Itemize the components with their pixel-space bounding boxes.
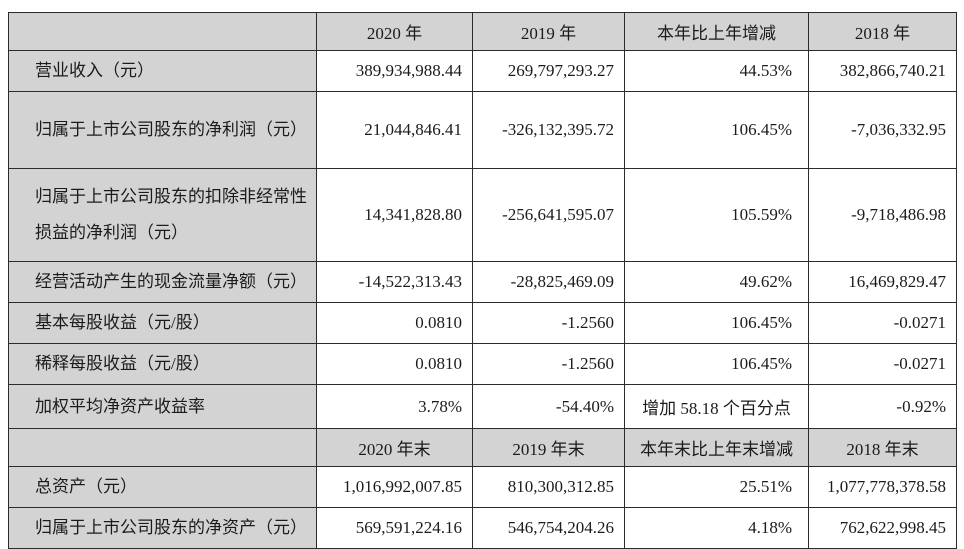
cell-change: 106.45% [624, 91, 809, 169]
cell-change: 106.45% [624, 343, 809, 385]
corner-cell [8, 428, 317, 467]
cell-change: 44.53% [624, 50, 809, 92]
row-label: 归属于上市公司股东的扣除非经常性损益的净利润（元） [8, 168, 317, 262]
table-row: 加权平均净资产收益率 3.78% -54.40% 增加 58.18 个百分点 -0.92… [8, 384, 957, 429]
cell-change: 增加 58.18 个百分点 [624, 384, 809, 429]
cell-2019: -326,132,395.72 [472, 91, 625, 169]
cell-change: 105.59% [624, 168, 809, 262]
col-header-2020: 2020 年末 [316, 428, 473, 467]
cell-2020: 0.0810 [316, 302, 473, 344]
key-financials-table-body: 2020 年 2019 年本年比上年增减 2018 年营业收入（元） 389,934,… [8, 12, 957, 549]
cell-2019: -256,641,595.07 [472, 168, 625, 262]
cell-2020: 0.0810 [316, 343, 473, 385]
table-row: 经营活动产生的现金流量净额（元） -14,522,313.43 -28,825,46… [8, 261, 957, 303]
table-row: 总资产（元） 1,016,992,007.85 810,300,312.85 25.5… [8, 466, 957, 508]
row-label: 经营活动产生的现金流量净额（元） [8, 261, 317, 303]
cell-2020: 389,934,988.44 [316, 50, 473, 92]
table-row: 归属于上市公司股东的净利润（元） 21,044,846.41 -326,132,39… [8, 91, 957, 169]
row-label: 归属于上市公司股东的净资产（元） [8, 507, 317, 549]
cell-2020: 14,341,828.80 [316, 168, 473, 262]
cell-change: 25.51% [624, 466, 809, 508]
cell-2020: 569,591,224.16 [316, 507, 473, 549]
row-label: 营业收入（元） [8, 50, 317, 92]
cell-2019: -1.2560 [472, 343, 625, 385]
cell-2018: -9,718,486.98 [808, 168, 957, 262]
cell-2019: -54.40% [472, 384, 625, 429]
cell-change: 49.62% [624, 261, 809, 303]
cell-2020: 3.78% [316, 384, 473, 429]
cell-2018: 762,622,998.45 [808, 507, 957, 549]
cell-2019: -1.2560 [472, 302, 625, 344]
cell-2020: 1,016,992,007.85 [316, 466, 473, 508]
cell-2018: -0.0271 [808, 302, 957, 344]
cell-2019: -28,825,469.09 [472, 261, 625, 303]
table-row: 稀释每股收益（元/股） 0.0810 -1.2560 106.45% -0.0271 [8, 343, 957, 385]
cell-2018: 382,866,740.21 [808, 50, 957, 92]
row-label: 总资产（元） [8, 466, 317, 508]
table-row: 营业收入（元） 389,934,988.44 269,797,293.27 44.53… [8, 50, 957, 92]
cell-2019: 810,300,312.85 [472, 466, 625, 508]
cell-2019: 269,797,293.27 [472, 50, 625, 92]
cell-2018: 1,077,778,378.58 [808, 466, 957, 508]
row-label: 归属于上市公司股东的净利润（元） [8, 91, 317, 169]
cell-change: 106.45% [624, 302, 809, 344]
cell-2020: 21,044,846.41 [316, 91, 473, 169]
table-row: 归属于上市公司股东的扣除非经常性损益的净利润（元） 14,341,828.80 -2… [8, 168, 957, 262]
col-header-2019: 2019 年 [472, 12, 625, 51]
col-header-2018: 2018 年末 [808, 428, 957, 467]
col-header-2019: 2019 年末 [472, 428, 625, 467]
table-header-row: 2020 年 2019 年本年比上年增减 2018 年 [8, 12, 957, 51]
col-header-2018: 2018 年 [808, 12, 957, 51]
col-header-2020: 2020 年 [316, 12, 473, 51]
cell-2018: 16,469,829.47 [808, 261, 957, 303]
cell-change: 4.18% [624, 507, 809, 549]
table-header-row: 2020 年末 2019 年末 本年末比上年末增减 2018 年末 [8, 428, 957, 467]
row-label: 基本每股收益（元/股） [8, 302, 317, 344]
row-label: 加权平均净资产收益率 [8, 384, 317, 429]
table-row: 归属于上市公司股东的净资产（元） 569,591,224.16 546,754,20… [8, 507, 957, 549]
key-financials-table: 2020 年 2019 年本年比上年增减 2018 年营业收入（元） 389,934,… [8, 12, 957, 549]
cell-2018: -0.0271 [808, 343, 957, 385]
cell-2018: -0.92% [808, 384, 957, 429]
table-row: 基本每股收益（元/股） 0.0810 -1.2560 106.45% -0.0271 [8, 302, 957, 344]
cell-2020: -14,522,313.43 [316, 261, 473, 303]
cell-2018: -7,036,332.95 [808, 91, 957, 169]
row-label: 稀释每股收益（元/股） [8, 343, 317, 385]
col-header-change: 本年末比上年末增减 [624, 428, 809, 467]
col-header-change: 本年比上年增减 [624, 12, 809, 51]
cell-2019: 546,754,204.26 [472, 507, 625, 549]
corner-cell [8, 12, 317, 51]
